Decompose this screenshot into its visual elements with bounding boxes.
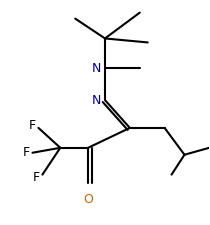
Text: N: N xyxy=(92,94,101,107)
Text: F: F xyxy=(32,171,39,184)
Text: F: F xyxy=(28,119,35,133)
Text: N: N xyxy=(92,62,101,75)
Text: F: F xyxy=(22,146,29,159)
Text: O: O xyxy=(83,193,93,205)
